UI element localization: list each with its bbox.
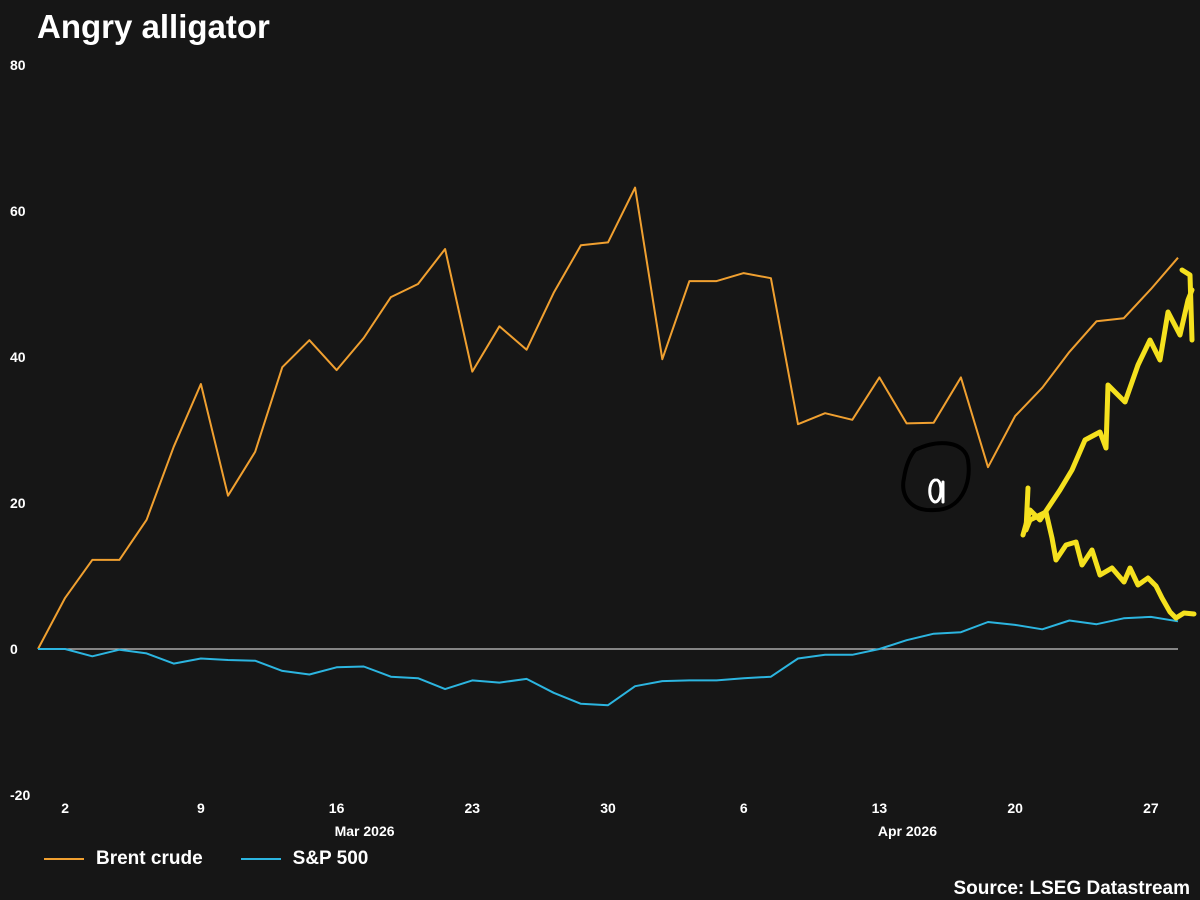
month-label: Apr 2026 [878, 823, 937, 839]
legend-swatch-brent [44, 858, 84, 860]
x-tick-label: 13 [872, 800, 888, 816]
y-tick-label: 20 [10, 495, 26, 511]
series-line-sp500 [38, 615, 1179, 707]
y-axis: 80 60 40 20 0 -20 [10, 57, 30, 803]
legend-label-sp500: S&P 500 [292, 848, 369, 869]
x-tick-label: 27 [1143, 800, 1159, 816]
legend-item-brent: Brent crude [44, 848, 203, 870]
y-tick-label: 60 [10, 203, 26, 219]
legend: Brent crude S&P 500 [44, 848, 406, 870]
y-tick-label: 80 [10, 57, 26, 73]
annotation-arrow-down [1023, 485, 1197, 621]
legend-label-brent: Brent crude [96, 848, 203, 869]
legend-swatch-sp500 [240, 858, 281, 860]
series-line-brent [37, 186, 1179, 650]
legend-item-sp500: S&P 500 [240, 848, 369, 870]
annotation-scribble [928, 478, 945, 504]
annotation-circle [901, 441, 971, 513]
y-tick-label: 0 [10, 641, 18, 657]
series-layer [37, 186, 1179, 707]
x-tick-label: 9 [197, 800, 205, 816]
y-tick-label: -20 [10, 787, 30, 803]
month-label: Mar 2026 [335, 823, 395, 839]
x-tick-label: 16 [329, 800, 345, 816]
x-tick-label: 30 [600, 800, 616, 816]
annotation-arrow-up [1020, 287, 1195, 538]
x-tick-label: 20 [1007, 800, 1023, 816]
x-tick-label: 23 [464, 800, 480, 816]
x-tick-label: 2 [61, 800, 69, 816]
annotations [901, 267, 1197, 621]
chart-title: Angry alligator [37, 8, 270, 45]
x-axis: 2 9 16 23 30 6 13 20 27 Mar 2026 Apr 2026 [61, 800, 1159, 839]
x-tick-label: 6 [740, 800, 748, 816]
source-note: Source: LSEG Datastream [953, 878, 1190, 899]
annotation-arrow-up-head [1179, 267, 1195, 343]
y-tick-label: 40 [10, 349, 26, 365]
